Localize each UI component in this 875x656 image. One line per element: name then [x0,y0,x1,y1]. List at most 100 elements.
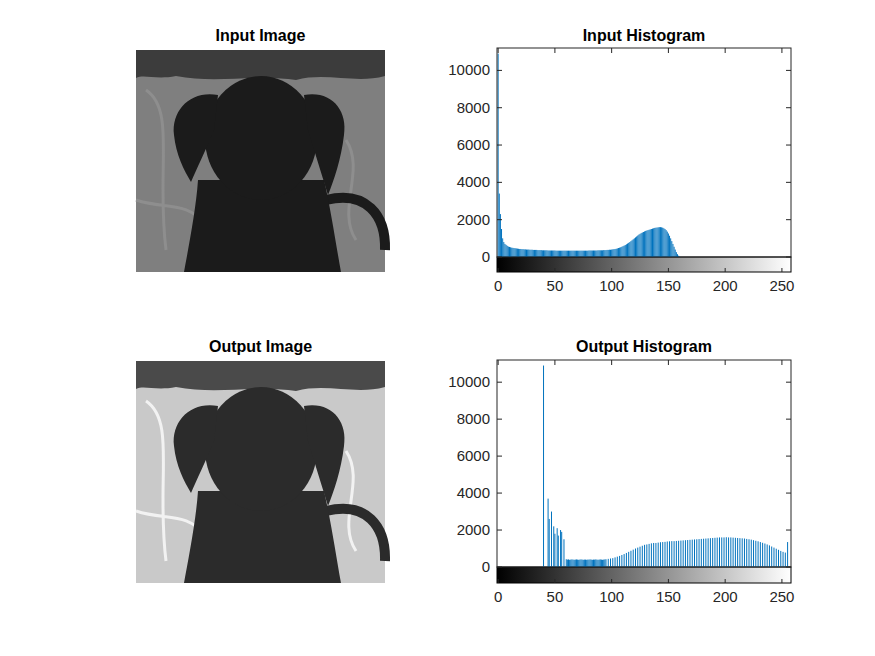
histogram-bar [552,250,553,257]
histogram-bar [746,539,747,567]
histogram-bar [649,230,650,257]
x-tick-label: 50 [547,588,564,605]
histogram-bar [548,499,549,567]
x-tick [668,268,669,272]
y-tick-label: 6000 [457,447,490,464]
y-tick [786,456,791,457]
histogram-bar [587,251,588,257]
histogram-bar [758,541,759,567]
x-tick [498,48,499,53]
histogram-bar [644,545,645,567]
histogram-bar [540,250,541,257]
histogram-bar [657,228,658,257]
histogram-bar [588,250,589,257]
x-tick [611,268,612,272]
histogram-bar [663,228,664,257]
histogram-bar [635,237,636,257]
histogram-bar [554,250,555,257]
histogram-bar [717,538,718,567]
histogram-bar [533,250,534,257]
histogram-bar [560,251,561,257]
histogram-bar [529,250,530,257]
axes-frame [497,360,791,567]
histogram-bar [607,250,608,257]
histogram-bar [658,227,659,257]
histogram-bar [573,560,574,567]
histogram-bar [558,536,559,567]
histogram-bar [726,537,727,567]
histogram-bar [605,250,606,257]
histogram-bar [544,250,545,257]
histogram-bar [701,539,702,567]
x-tick [725,360,726,365]
histogram-bar [737,538,738,567]
histogram-bar [771,546,772,567]
histogram-bar [605,559,606,567]
x-tick [611,579,612,583]
histogram-bar [585,251,586,257]
histogram-bar [509,247,510,257]
x-tick [498,268,499,272]
histogram-bar [579,560,580,567]
histogram-bar [593,250,594,257]
histogram-bar [507,246,508,257]
histogram-bar [584,251,585,257]
x-tick-label: 150 [656,588,681,605]
histogram-bar [512,248,513,257]
histogram-bar [730,537,731,567]
y-tick [786,382,791,383]
histogram-bar [710,538,711,567]
y-tick [786,493,791,494]
histogram-bar [659,227,660,257]
histogram-bar [665,229,666,257]
histogram-bar [635,549,636,567]
y-tick [497,107,502,108]
histogram-bar [667,541,668,567]
histogram-bar [560,530,561,567]
histogram-bar [640,547,641,567]
histogram-bar [699,539,700,567]
histogram-bar [655,543,656,567]
histogram-bar [670,238,671,257]
histogram-bar [749,539,750,567]
x-tick [668,48,669,53]
y-tick [497,419,502,420]
histogram-bar [665,542,666,567]
background [0,0,875,656]
x-tick [611,48,612,53]
histogram-bar [568,559,569,567]
histogram-bar [602,560,603,567]
y-tick [786,145,791,146]
histogram-bar [590,250,591,257]
y-tick-label: 2000 [457,211,490,228]
histogram-bar [689,540,690,567]
histogram-bar [539,250,540,257]
histogram-bar [536,250,537,257]
histogram-bar [600,559,601,567]
histogram-bar [714,538,715,567]
histogram-bar [508,247,509,257]
histogram-bar [764,544,765,567]
histogram-bar [586,251,587,257]
histogram-bar [769,545,770,567]
histogram-bar [550,250,551,257]
x-tick [668,360,669,365]
histogram-bar [618,248,619,257]
histogram-bar [553,250,554,257]
histogram-bar [501,229,502,257]
histogram-bar [569,251,570,257]
histogram-bar [506,245,507,257]
histogram-bar [619,556,620,567]
histogram-bar [503,242,504,257]
histogram-bar [549,519,550,567]
histogram-bar [660,227,661,257]
histogram-bar [658,543,659,567]
histogram-bar [617,557,618,567]
histogram-bar [637,236,638,257]
histogram-bar [559,251,560,257]
histogram-bar [532,250,533,257]
y-tick [786,107,791,108]
histogram-bar [755,541,756,567]
histogram-bar [534,250,535,257]
histogram-bar [546,250,547,257]
